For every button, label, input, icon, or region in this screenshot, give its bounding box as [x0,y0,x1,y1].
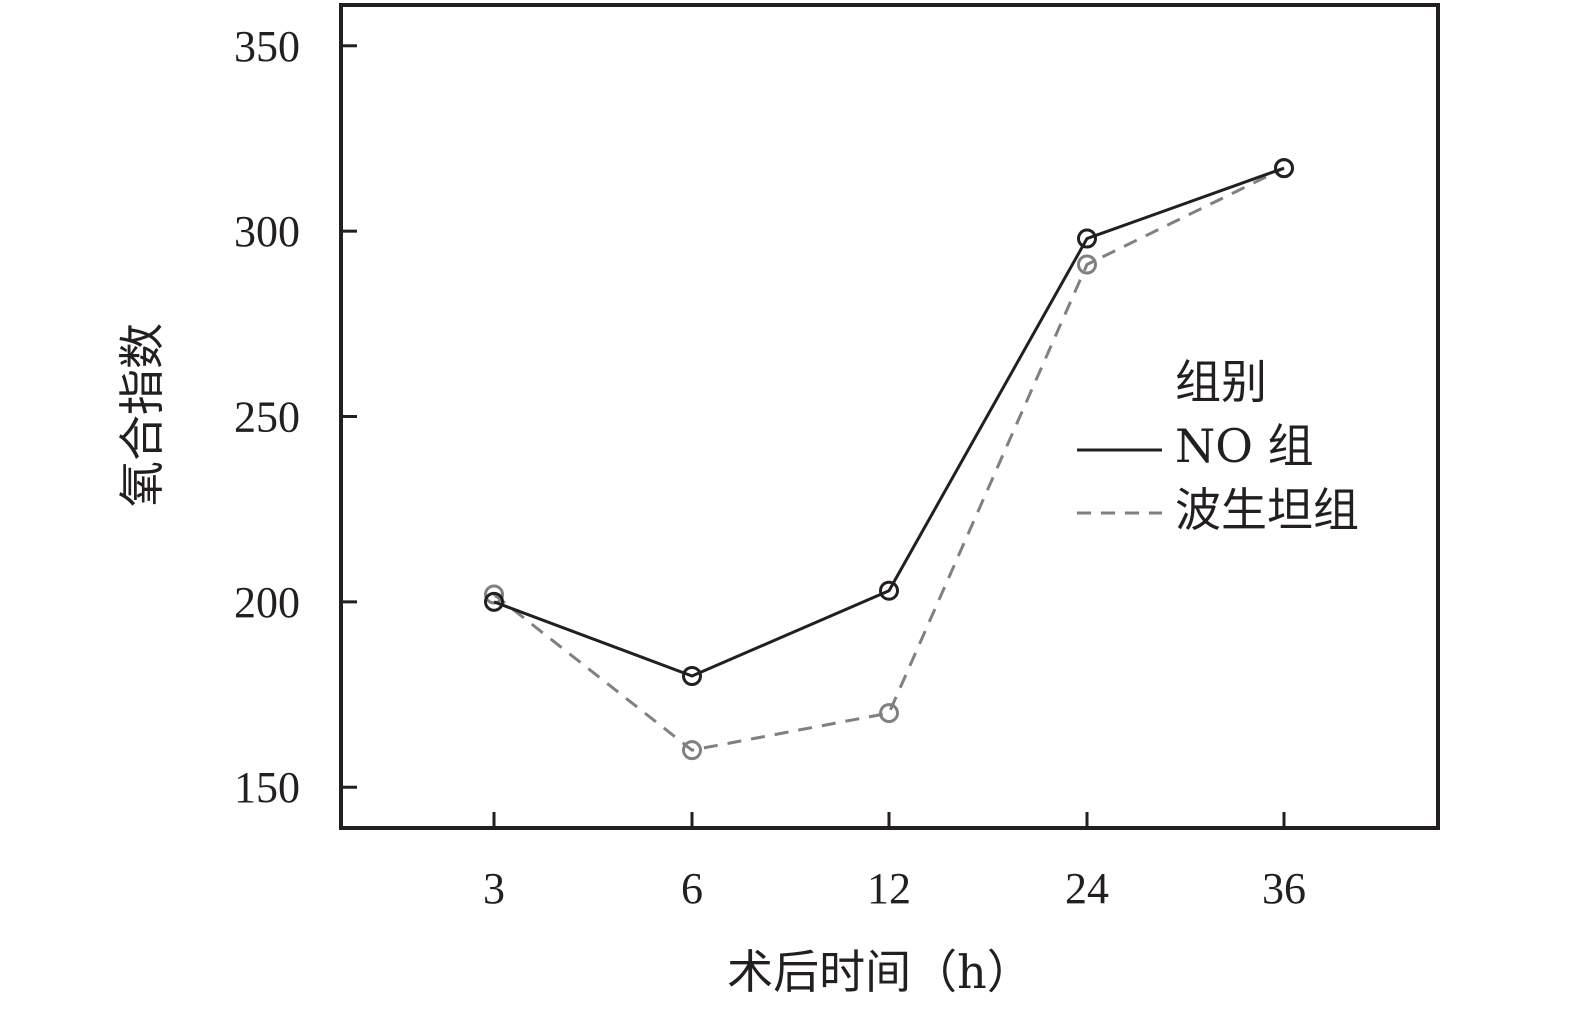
legend: 组别 NO 组 波生坦组 [1077,355,1359,537]
y-tick-label: 250 [234,393,300,442]
y-axis: 150 200 250 300 350 [234,22,357,812]
y-tick-label: 300 [234,207,300,256]
series-0-point [1274,158,1294,179]
y-tick-label: 350 [234,22,300,71]
series-1-point [682,740,702,761]
series-1-point [1077,254,1097,275]
series-0-point [484,591,504,612]
series-layer [484,158,1294,761]
series-line-1 [493,166,1285,752]
y-tick-label: 150 [234,763,300,812]
x-tick-label: 6 [681,864,703,913]
x-tick-label: 12 [867,864,911,913]
legend-label-no: NO 组 [1175,419,1314,473]
series-line-0 [493,166,1285,678]
x-tick-label: 24 [1065,864,1109,913]
series-0-point [879,580,899,601]
x-tick-label: 36 [1262,864,1306,913]
x-axis: 3 6 12 24 36 [483,812,1306,913]
x-axis-title: 术后时间（h） [727,945,1033,999]
series-1-point [879,703,899,724]
x-tick-label: 3 [483,864,505,913]
y-tick-label: 200 [234,578,300,627]
y-axis-title: 氧合指数 [115,323,169,507]
legend-label-bosentan: 波生坦组 [1175,483,1359,537]
series-0-point [682,666,702,687]
series-0-point [1077,228,1097,249]
legend-title: 组别 [1175,355,1267,409]
